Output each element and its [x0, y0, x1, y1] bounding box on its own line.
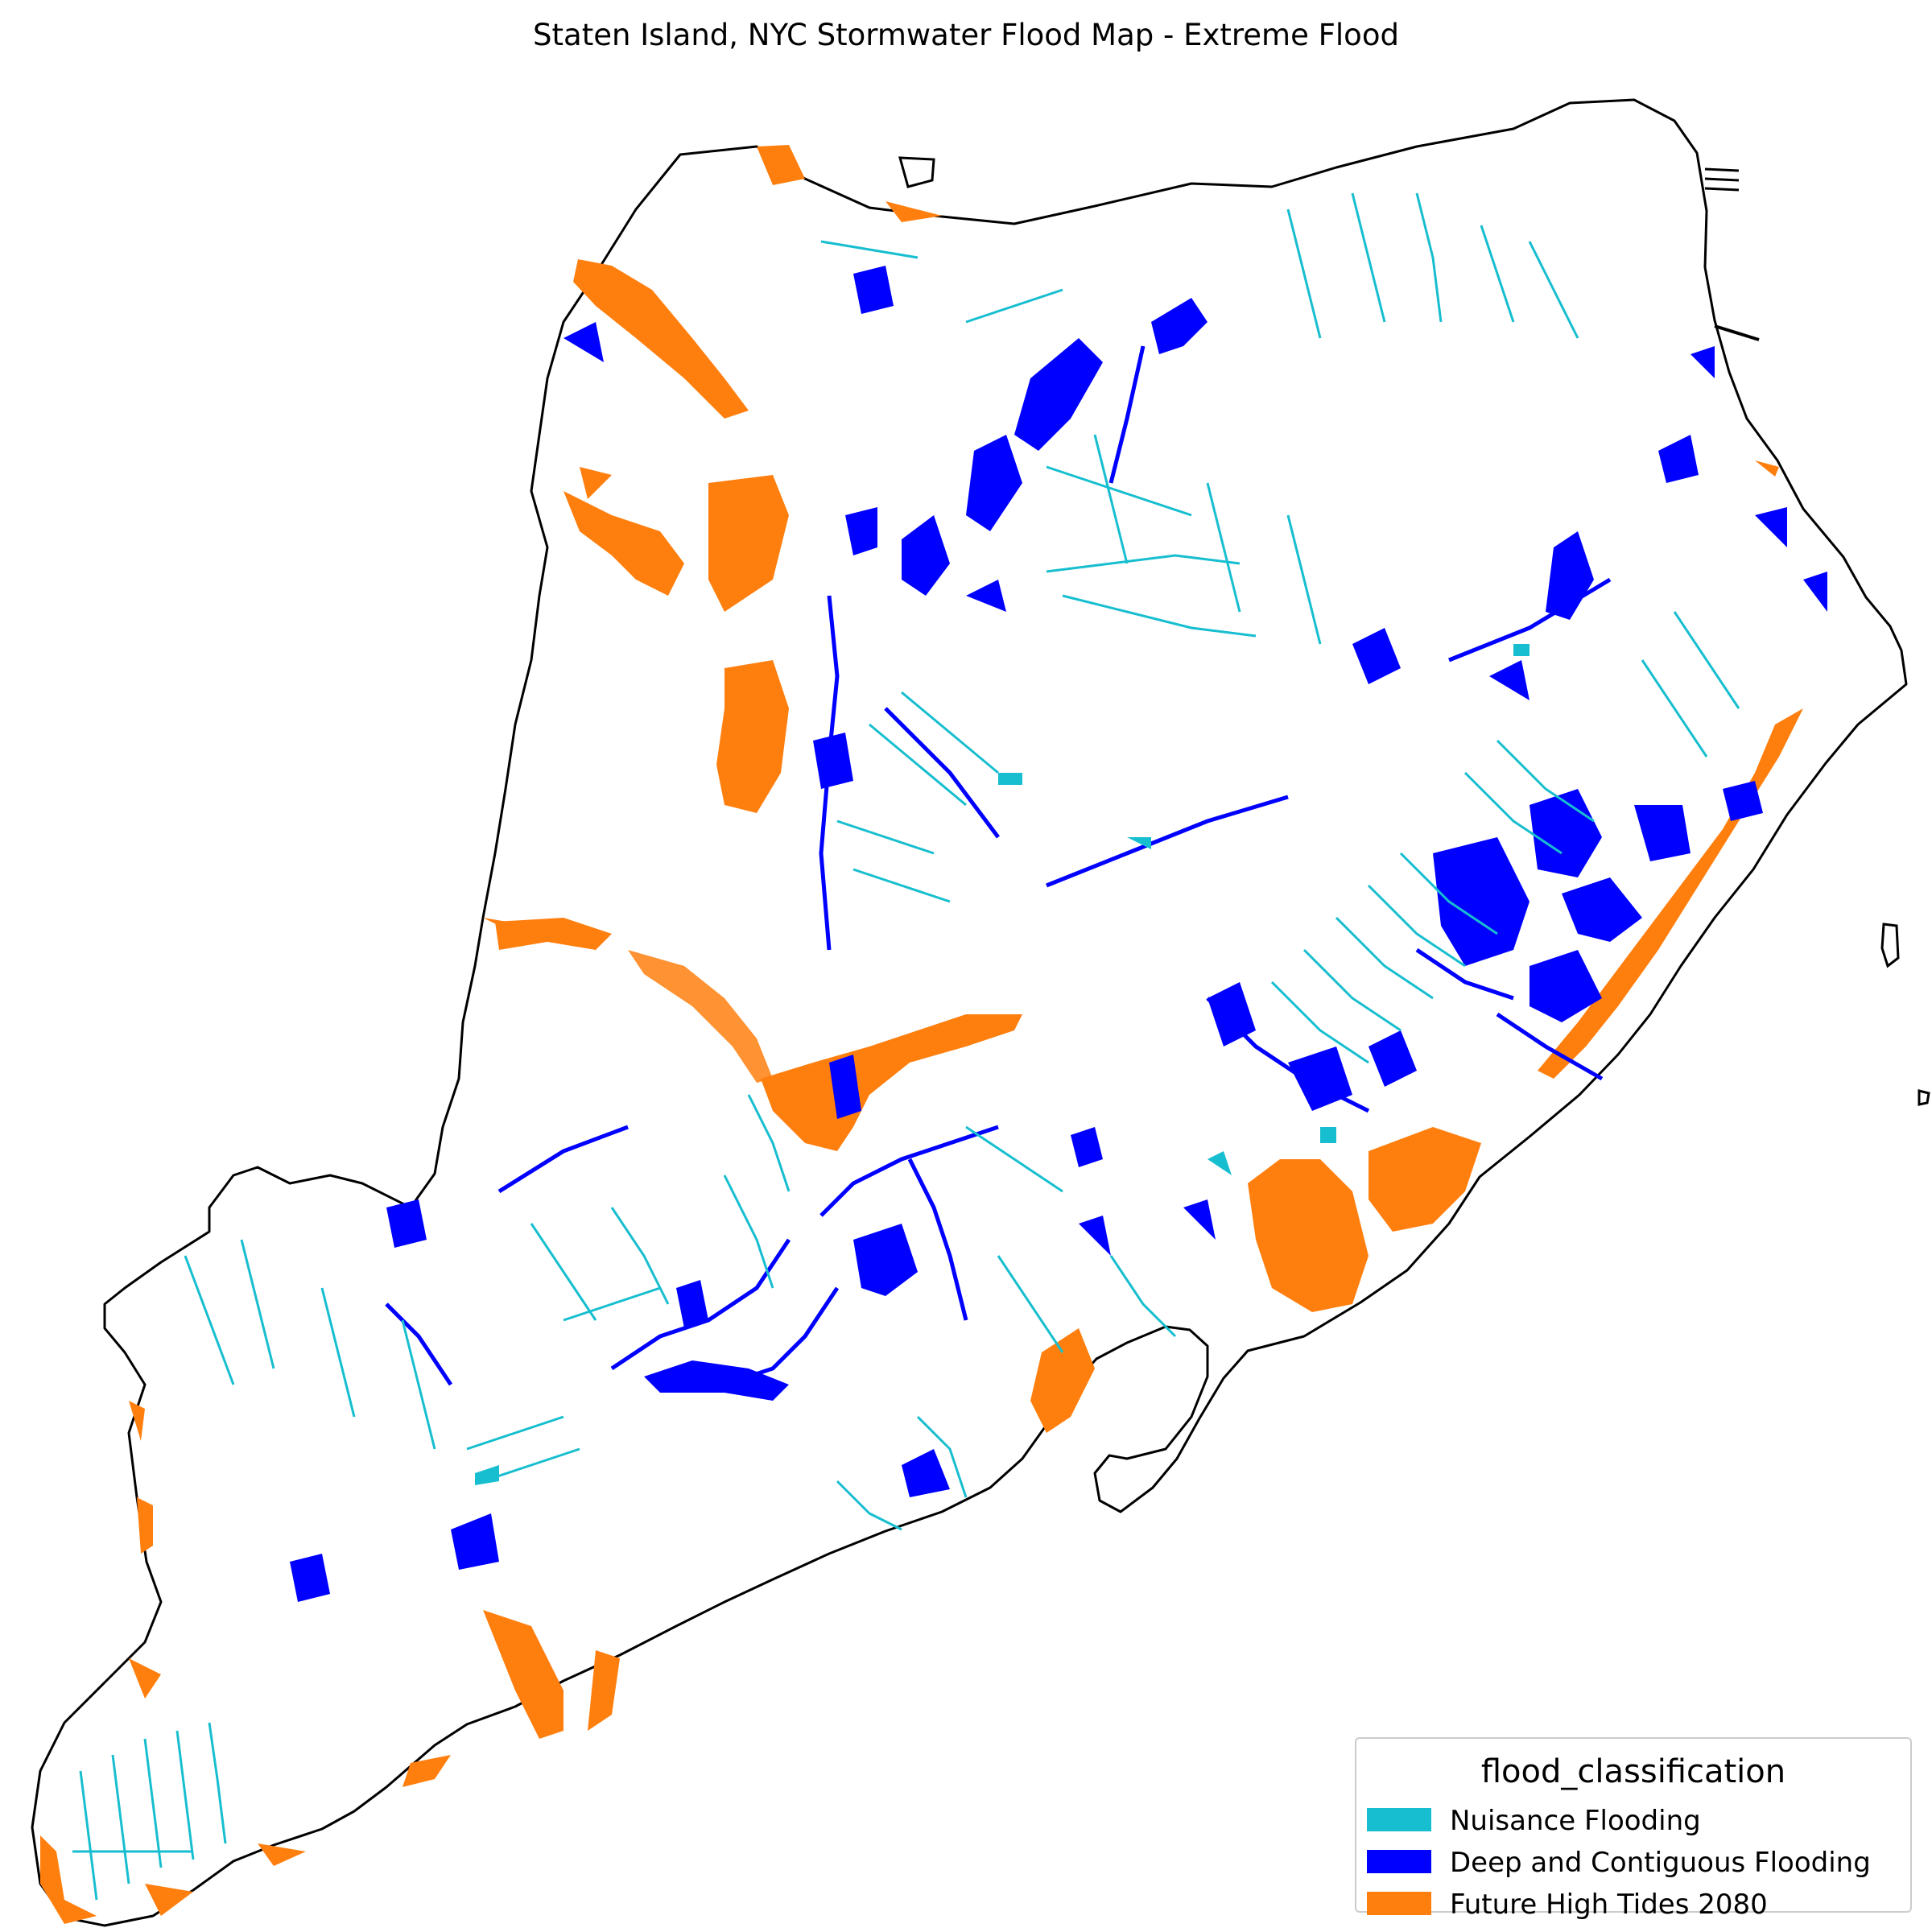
legend-label-deep-contiguous-flooding: Deep and Contiguous Flooding	[1450, 1847, 1871, 1879]
map-legend: flood_classification Nuisance Flooding D…	[1355, 1737, 1912, 1921]
nuisance-flooding-areas	[475, 644, 1530, 1485]
map-title: Staten Island, NYC Stormwater Flood Map …	[533, 18, 1399, 52]
legend-swatch-deep-contiguous-flooding	[1367, 1850, 1431, 1873]
island-outline	[31, 98, 1908, 1927]
deep-contiguous-flooding-areas	[290, 266, 1827, 1602]
legend-swatch-nuisance-flooding	[1367, 1808, 1431, 1831]
nuisance-flooding-lines	[72, 192, 1740, 1901]
pier-lines	[1704, 167, 1740, 192]
bridge-line	[1714, 324, 1760, 341]
offshore-island	[898, 156, 935, 188]
legend-label-nuisance-flooding: Nuisance Flooding	[1450, 1805, 1701, 1837]
legend-title: flood_classification	[1480, 1753, 1786, 1790]
legend-label-future-high-tides-2080: Future High Tides 2080	[1450, 1889, 1768, 1921]
future-high-tides-2080-areas	[40, 145, 1803, 1924]
deep-flooding-channels	[385, 345, 1612, 1387]
offshore-island	[1880, 923, 1900, 968]
legend-swatch-future-high-tides-2080	[1367, 1892, 1431, 1915]
offshore-island	[1918, 1089, 1930, 1106]
